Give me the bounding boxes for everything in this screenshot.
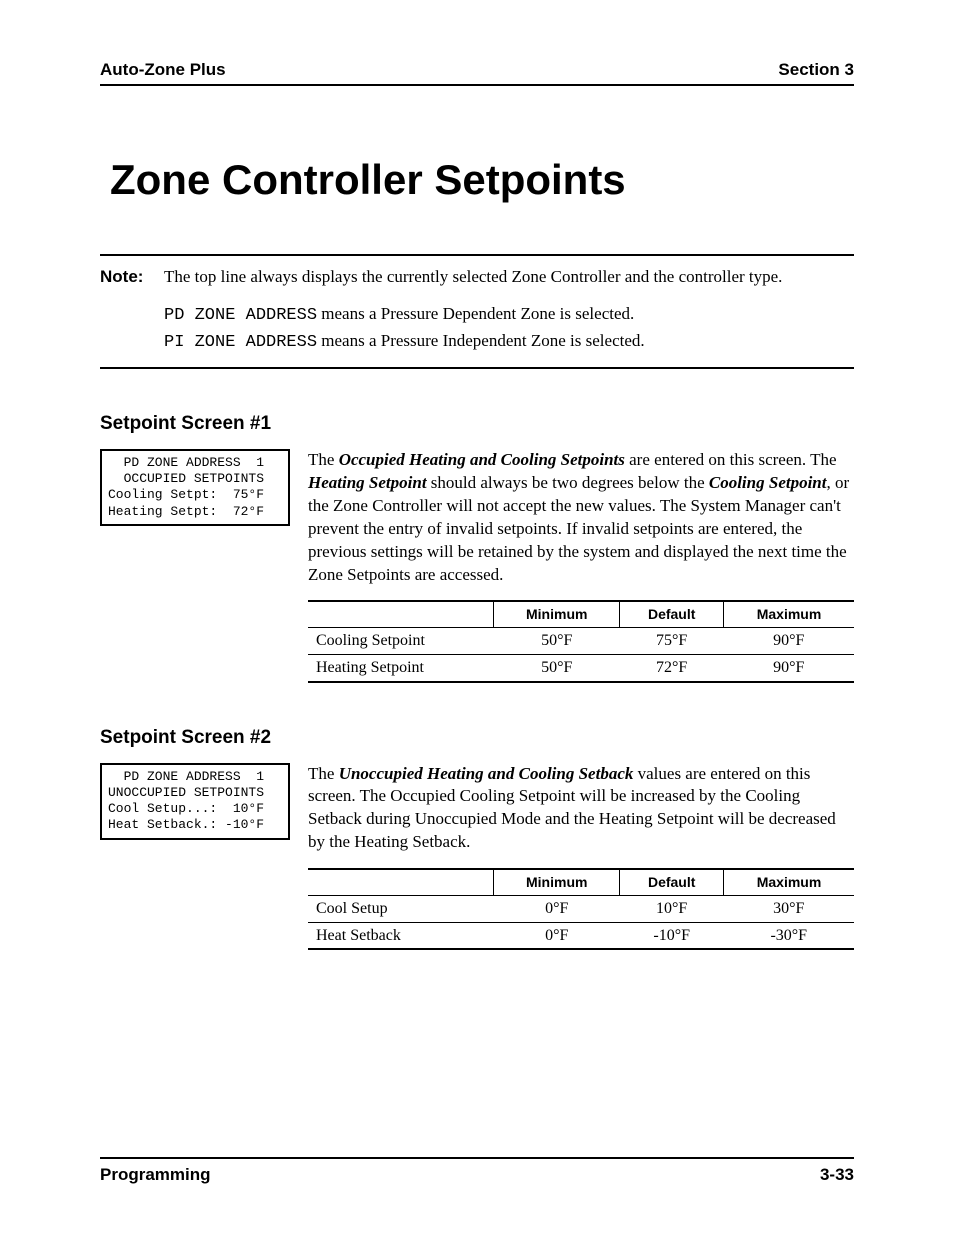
cell: 0°F — [494, 922, 620, 949]
page-title: Zone Controller Setpoints — [110, 156, 854, 204]
page-header: Auto-Zone Plus Section 3 — [100, 60, 854, 86]
text-run: Cooling Setpoint — [709, 473, 827, 492]
cell: 90°F — [724, 628, 854, 655]
text-run: Unoccupied Heating and Cooling Setback — [339, 764, 634, 783]
cell: -10°F — [620, 922, 724, 949]
screen1-desc: The Occupied Heating and Cooling Setpoin… — [308, 449, 854, 683]
lcd-line: Heat Setback.: -10°F — [108, 817, 264, 832]
lcd-line: Cooling Setpt: 75°F — [108, 487, 264, 502]
text-run: Occupied Heating and Cooling Setpoints — [339, 450, 625, 469]
screen1-body: PD ZONE ADDRESS 1 OCCUPIED SETPOINTS Coo… — [100, 449, 854, 683]
table-header-row: Minimum Default Maximum — [308, 601, 854, 627]
text-run: Heating Setpoint — [308, 473, 427, 492]
note-pd-rest: means a Pressure Dependent Zone is selec… — [317, 304, 634, 323]
th-maximum: Maximum — [724, 869, 854, 895]
cell: Cooling Setpoint — [308, 628, 494, 655]
th-maximum: Maximum — [724, 601, 854, 627]
note-pd-line: PD ZONE ADDRESS means a Pressure Depende… — [164, 303, 854, 328]
note-pi-rest: means a Pressure Independent Zone is sel… — [317, 331, 645, 350]
screen1-table: Minimum Default Maximum Cooling Setpoint… — [308, 600, 854, 682]
lcd-line: Heating Setpt: 72°F — [108, 504, 264, 519]
screen2-lcd: PD ZONE ADDRESS 1 UNOCCUPIED SETPOINTS C… — [100, 763, 290, 840]
screen2-table: Minimum Default Maximum Cool Setup 0°F 1… — [308, 868, 854, 950]
table-row: Heat Setback 0°F -10°F -30°F — [308, 922, 854, 949]
table-row: Cooling Setpoint 50°F 75°F 90°F — [308, 628, 854, 655]
th-minimum: Minimum — [494, 869, 620, 895]
footer-left: Programming — [100, 1165, 211, 1185]
cell: 50°F — [494, 628, 620, 655]
cell: 10°F — [620, 896, 724, 923]
lcd-line: PD ZONE ADDRESS 1 — [108, 769, 264, 784]
note-text: The top line always displays the current… — [164, 266, 854, 289]
screen1-title: Setpoint Screen #1 — [100, 413, 854, 435]
text-run: The — [308, 450, 339, 469]
note-pi-line: PI ZONE ADDRESS means a Pressure Indepen… — [164, 330, 854, 355]
lcd-line: Cool Setup...: 10°F — [108, 801, 264, 816]
lcd-line: PD ZONE ADDRESS 1 — [108, 455, 264, 470]
th-minimum: Minimum — [494, 601, 620, 627]
note-pi-code: PI ZONE ADDRESS — [164, 333, 317, 352]
header-left: Auto-Zone Plus — [100, 60, 226, 80]
screen2-body: PD ZONE ADDRESS 1 UNOCCUPIED SETPOINTS C… — [100, 763, 854, 951]
screen1-lcd: PD ZONE ADDRESS 1 OCCUPIED SETPOINTS Coo… — [100, 449, 290, 526]
note-label: Note: — [100, 266, 164, 289]
cell: 72°F — [620, 654, 724, 681]
cell: 90°F — [724, 654, 854, 681]
cell: -30°F — [724, 922, 854, 949]
th-blank — [308, 601, 494, 627]
table-row: Heating Setpoint 50°F 72°F 90°F — [308, 654, 854, 681]
th-default: Default — [620, 601, 724, 627]
note-block: Note: The top line always displays the c… — [100, 254, 854, 369]
screen2-desc: The Unoccupied Heating and Cooling Setba… — [308, 763, 854, 951]
cell: Heating Setpoint — [308, 654, 494, 681]
cell: Heat Setback — [308, 922, 494, 949]
cell: 50°F — [494, 654, 620, 681]
page-footer: Programming 3-33 — [100, 1157, 854, 1185]
screen2-title: Setpoint Screen #2 — [100, 727, 854, 749]
lcd-line: OCCUPIED SETPOINTS — [108, 471, 264, 486]
cell: 0°F — [494, 896, 620, 923]
table-row: Cool Setup 0°F 10°F 30°F — [308, 896, 854, 923]
text-run: The — [308, 764, 339, 783]
cell: 30°F — [724, 896, 854, 923]
lcd-line: UNOCCUPIED SETPOINTS — [108, 785, 264, 800]
table-header-row: Minimum Default Maximum — [308, 869, 854, 895]
footer-right: 3-33 — [820, 1165, 854, 1185]
screen1-paragraph: The Occupied Heating and Cooling Setpoin… — [308, 449, 854, 587]
text-run: are entered on this screen. The — [625, 450, 837, 469]
th-default: Default — [620, 869, 724, 895]
text-run: should always be two degrees below the — [427, 473, 709, 492]
note-pd-code: PD ZONE ADDRESS — [164, 306, 317, 325]
screen2-paragraph: The Unoccupied Heating and Cooling Setba… — [308, 763, 854, 855]
cell: 75°F — [620, 628, 724, 655]
header-right: Section 3 — [778, 60, 854, 80]
cell: Cool Setup — [308, 896, 494, 923]
th-blank — [308, 869, 494, 895]
